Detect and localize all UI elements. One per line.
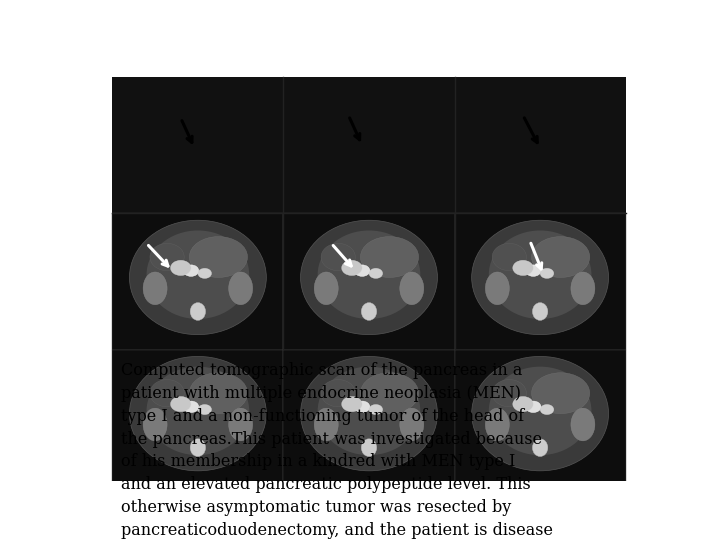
- Ellipse shape: [300, 220, 438, 335]
- Ellipse shape: [361, 439, 377, 456]
- Ellipse shape: [314, 272, 338, 305]
- Circle shape: [341, 396, 362, 411]
- Ellipse shape: [489, 367, 591, 455]
- Ellipse shape: [147, 367, 249, 455]
- Circle shape: [354, 265, 370, 276]
- Ellipse shape: [130, 356, 266, 471]
- Ellipse shape: [321, 380, 355, 407]
- FancyBboxPatch shape: [284, 213, 454, 349]
- Circle shape: [513, 396, 534, 411]
- Ellipse shape: [190, 302, 206, 320]
- Circle shape: [540, 404, 554, 415]
- FancyBboxPatch shape: [454, 349, 626, 486]
- FancyBboxPatch shape: [84, 60, 654, 485]
- Circle shape: [513, 260, 534, 275]
- Ellipse shape: [143, 272, 167, 305]
- Ellipse shape: [314, 408, 338, 441]
- Ellipse shape: [318, 367, 420, 455]
- Ellipse shape: [532, 302, 548, 320]
- Ellipse shape: [318, 231, 420, 319]
- Ellipse shape: [190, 439, 206, 456]
- Ellipse shape: [361, 302, 377, 320]
- Ellipse shape: [300, 356, 438, 471]
- Circle shape: [198, 268, 212, 279]
- Circle shape: [171, 396, 191, 411]
- Ellipse shape: [361, 373, 418, 414]
- Ellipse shape: [189, 237, 248, 278]
- Ellipse shape: [571, 408, 595, 441]
- Ellipse shape: [229, 408, 253, 441]
- Ellipse shape: [531, 237, 590, 278]
- Circle shape: [184, 265, 199, 276]
- Ellipse shape: [489, 231, 591, 319]
- Ellipse shape: [400, 408, 424, 441]
- Ellipse shape: [485, 272, 509, 305]
- Ellipse shape: [472, 356, 608, 471]
- Ellipse shape: [361, 237, 418, 278]
- Ellipse shape: [472, 220, 608, 335]
- Circle shape: [369, 268, 383, 279]
- Ellipse shape: [532, 439, 548, 456]
- Ellipse shape: [485, 408, 509, 441]
- Ellipse shape: [571, 272, 595, 305]
- FancyBboxPatch shape: [112, 77, 626, 349]
- Ellipse shape: [321, 244, 355, 271]
- Ellipse shape: [150, 244, 184, 271]
- Ellipse shape: [147, 231, 249, 319]
- Circle shape: [540, 268, 554, 279]
- Ellipse shape: [492, 244, 526, 271]
- FancyBboxPatch shape: [112, 349, 284, 486]
- Ellipse shape: [189, 373, 248, 414]
- FancyBboxPatch shape: [284, 349, 454, 486]
- Ellipse shape: [150, 380, 184, 407]
- Ellipse shape: [143, 408, 167, 441]
- Circle shape: [526, 401, 541, 413]
- Circle shape: [369, 404, 383, 415]
- Circle shape: [171, 260, 191, 275]
- Circle shape: [526, 265, 541, 276]
- Ellipse shape: [229, 272, 253, 305]
- Ellipse shape: [492, 380, 526, 407]
- Circle shape: [354, 401, 370, 413]
- Circle shape: [184, 401, 199, 413]
- Text: Computed tomographic scan of the pancreas in a
patient with multiple endocrine n: Computed tomographic scan of the pancrea…: [121, 362, 553, 539]
- Ellipse shape: [130, 220, 266, 335]
- FancyBboxPatch shape: [454, 213, 626, 349]
- Circle shape: [341, 260, 362, 275]
- FancyBboxPatch shape: [112, 213, 284, 349]
- Ellipse shape: [531, 373, 590, 414]
- Ellipse shape: [400, 272, 424, 305]
- Circle shape: [198, 404, 212, 415]
